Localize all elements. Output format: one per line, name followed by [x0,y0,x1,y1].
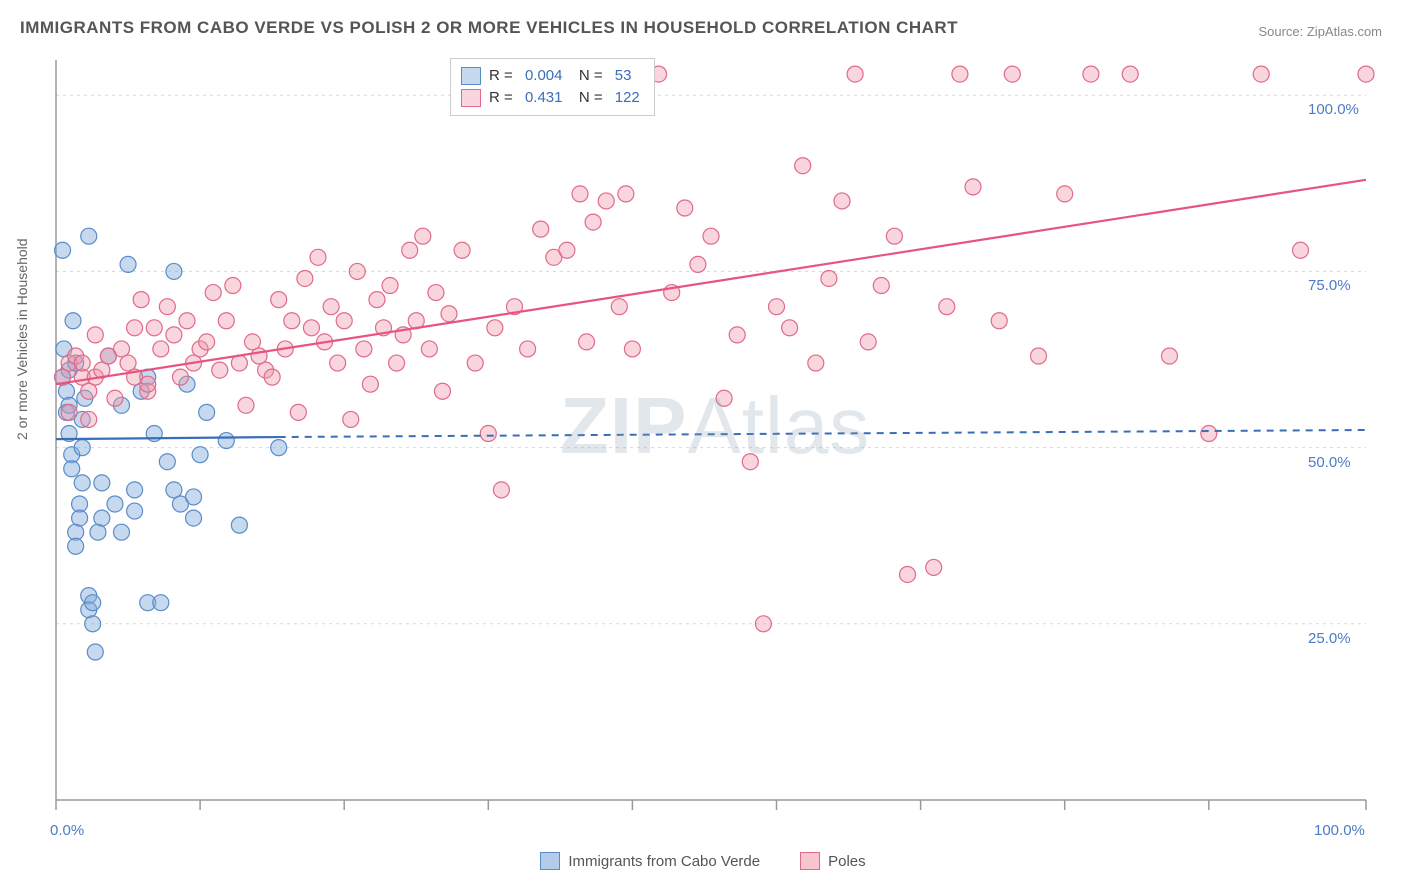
bottom-legend-item: Immigrants from Cabo Verde [540,852,760,870]
y-tick-label: 25.0% [1308,630,1351,647]
x-tick-label: 0.0% [50,822,84,839]
legend-swatch [461,89,481,107]
legend-n-label: N = [570,87,606,109]
legend-n-label: N = [570,65,606,87]
scatter-chart [46,50,1386,830]
legend-r-value: 0.431 [525,87,563,109]
y-tick-label: 100.0% [1308,101,1359,118]
chart-title: IMMIGRANTS FROM CABO VERDE VS POLISH 2 O… [20,18,958,38]
legend-swatch [461,67,481,85]
y-tick-label: 75.0% [1308,277,1351,294]
source-text: Source: ZipAtlas.com [1258,24,1382,39]
legend-swatch [800,852,820,870]
legend-r-value: 0.004 [525,65,563,87]
correlation-legend: R = 0.004 N = 53R = 0.431 N = 122 [450,58,655,116]
y-tick-label: 50.0% [1308,454,1351,471]
legend-n-value: 53 [615,65,632,87]
x-tick-label: 100.0% [1314,822,1365,839]
legend-r-label: R = [489,87,517,109]
bottom-legend-item: Poles [800,852,866,870]
legend-row: R = 0.431 N = 122 [461,87,640,109]
legend-r-label: R = [489,65,517,87]
bottom-legend-label: Immigrants from Cabo Verde [568,853,760,870]
bottom-legend-label: Poles [828,853,866,870]
y-axis-label: 2 or more Vehicles in Household [14,238,30,440]
legend-row: R = 0.004 N = 53 [461,65,640,87]
legend-swatch [540,852,560,870]
bottom-legend: Immigrants from Cabo Verde Poles [0,852,1406,870]
legend-n-value: 122 [615,87,640,109]
